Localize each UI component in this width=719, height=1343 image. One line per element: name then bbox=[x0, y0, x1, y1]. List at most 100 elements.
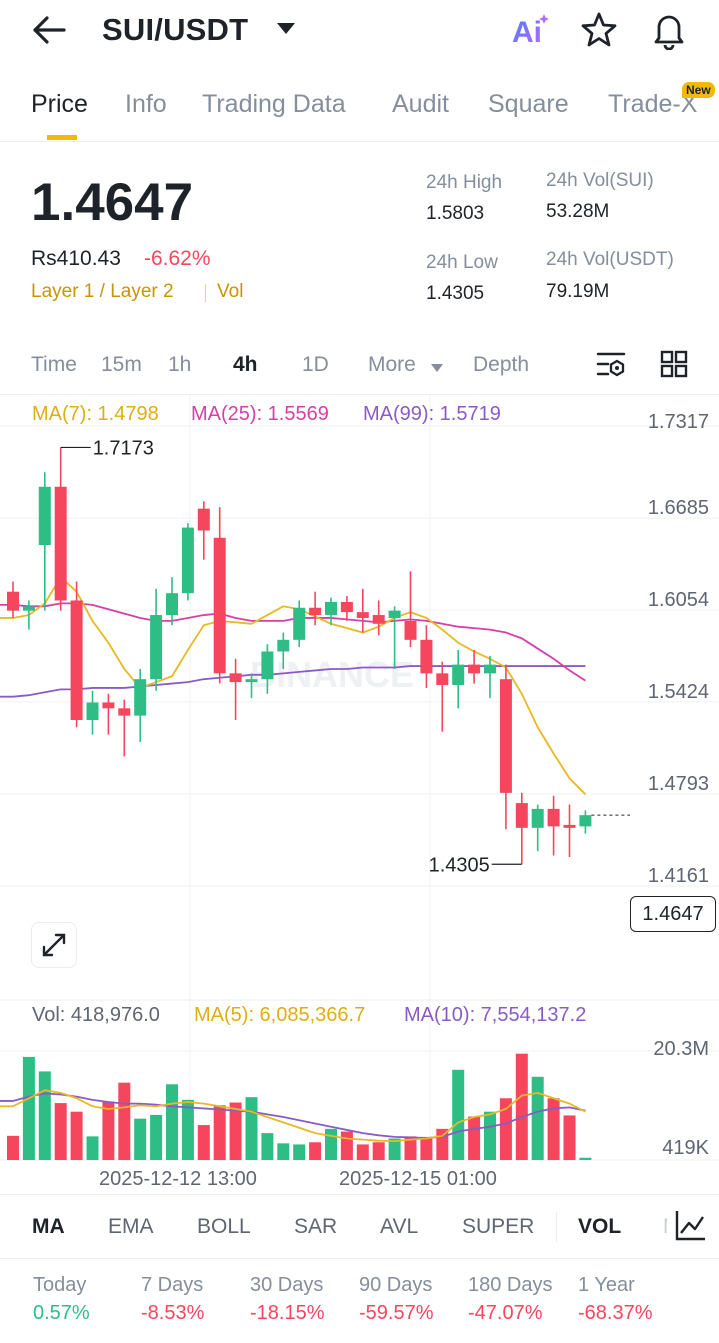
candle-body bbox=[134, 679, 147, 716]
volume-bar bbox=[579, 1157, 592, 1160]
volume-bar bbox=[356, 1144, 369, 1160]
ai-assistant-icon[interactable]: Ai bbox=[510, 8, 554, 52]
candle-body bbox=[150, 615, 163, 680]
favorite-star-icon[interactable] bbox=[580, 12, 618, 53]
timeframe-depth[interactable]: Depth bbox=[473, 353, 530, 376]
candle-body bbox=[22, 606, 35, 611]
perf-30d-label: 30 Days bbox=[250, 1274, 324, 1296]
vol-ma5-legend: MA(5): 6,085,366.7 bbox=[194, 1004, 366, 1026]
candle-body bbox=[325, 601, 337, 616]
perf-90d-label: 90 Days bbox=[359, 1274, 433, 1296]
indicator-super[interactable]: SUPER bbox=[462, 1215, 535, 1238]
high-marker-label: 1.7173 bbox=[93, 437, 154, 459]
pair-title[interactable]: SUI/USDT bbox=[102, 12, 249, 47]
timeframe-more[interactable]: More bbox=[368, 353, 416, 376]
candle-body bbox=[277, 639, 290, 652]
candle-body bbox=[261, 651, 274, 680]
timeframe-15m[interactable]: 15m bbox=[101, 353, 142, 376]
timeframe-divider bbox=[0, 394, 719, 395]
candle-body bbox=[229, 673, 242, 683]
tag-layer[interactable]: Layer 1 / Layer 2 bbox=[31, 281, 174, 302]
vol-legend: Vol: 418,976.0 bbox=[32, 1004, 160, 1026]
chart-grid bbox=[0, 395, 719, 1161]
indicator-avl[interactable]: AVL bbox=[380, 1215, 419, 1238]
candle-body bbox=[547, 808, 560, 827]
indicator-settings-icon[interactable] bbox=[667, 1203, 719, 1249]
more-dropdown-icon[interactable] bbox=[430, 360, 444, 378]
indicator-vol[interactable]: VOL bbox=[578, 1215, 622, 1238]
candle-body bbox=[54, 486, 67, 601]
candle-body bbox=[579, 815, 592, 827]
timeframe-1h[interactable]: 1h bbox=[168, 353, 192, 376]
candle-body bbox=[70, 600, 83, 720]
tab-audit[interactable]: Audit bbox=[392, 90, 449, 118]
bell-icon[interactable] bbox=[650, 10, 688, 55]
volume-bar bbox=[22, 1056, 35, 1160]
vol-ma10-line bbox=[0, 1092, 586, 1139]
volume-bar bbox=[213, 1105, 226, 1160]
tab-active-indicator bbox=[47, 135, 77, 140]
volume-bar bbox=[134, 1118, 147, 1160]
price-markers: 1.7173 1.4305 bbox=[60, 437, 630, 876]
volume-bar bbox=[340, 1131, 353, 1160]
y-tick-label: 1.6685 bbox=[648, 497, 709, 519]
volume-bar bbox=[404, 1136, 417, 1160]
indicator-sar[interactable]: SAR bbox=[294, 1215, 338, 1238]
low-marker-label: 1.4305 bbox=[429, 854, 490, 876]
indicator-ema[interactable]: EMA bbox=[108, 1215, 154, 1238]
y-tick-label: 1.4161 bbox=[648, 865, 709, 887]
volume-bar bbox=[261, 1133, 274, 1160]
candle-body bbox=[468, 664, 481, 674]
vol-tick-label: 20.3M bbox=[653, 1038, 709, 1060]
volume-bar bbox=[309, 1142, 322, 1160]
volume-bar bbox=[181, 1099, 194, 1160]
volume-bar bbox=[229, 1102, 242, 1160]
volume-bar bbox=[515, 1053, 528, 1160]
volume-bar bbox=[468, 1116, 481, 1160]
x-axis-label-2: 2025-12-15 01:00 bbox=[339, 1168, 497, 1190]
perf-180d-value: -47.07% bbox=[468, 1302, 543, 1324]
volume-bar bbox=[452, 1069, 465, 1160]
expand-chart-icon[interactable] bbox=[31, 922, 77, 968]
y-tick-label: 1.7317 bbox=[648, 411, 709, 433]
indicator-boll[interactable]: BOLL bbox=[197, 1215, 251, 1238]
volume-bar bbox=[484, 1111, 496, 1160]
volume-bar bbox=[293, 1144, 306, 1160]
tab-divider bbox=[0, 141, 719, 142]
volume-bar bbox=[499, 1098, 512, 1160]
candle-body bbox=[102, 702, 115, 709]
candle-body bbox=[309, 607, 322, 616]
candle-body bbox=[213, 537, 226, 674]
volume-bar bbox=[166, 1084, 178, 1160]
low-label: 24h Low bbox=[426, 252, 498, 273]
layout-grid-icon[interactable] bbox=[660, 350, 688, 383]
volume-bar bbox=[54, 1103, 67, 1160]
price-change: -6.62% bbox=[144, 247, 211, 270]
tab-trading-data[interactable]: Trading Data bbox=[202, 90, 346, 118]
volume-bar bbox=[245, 1097, 258, 1160]
x-axis-label-1: 2025-12-12 13:00 bbox=[99, 1168, 257, 1190]
tag-vol[interactable]: Vol bbox=[217, 281, 244, 302]
chart-settings-icon[interactable] bbox=[596, 350, 628, 385]
tab-square[interactable]: Square bbox=[488, 90, 569, 118]
pair-dropdown-icon[interactable] bbox=[276, 22, 296, 41]
ma7-legend: MA(7): 1.4798 bbox=[32, 403, 159, 425]
vol-quote-value: 79.19M bbox=[546, 281, 610, 302]
perf-180d-label: 180 Days bbox=[468, 1274, 553, 1296]
tab-info[interactable]: Info bbox=[125, 90, 167, 118]
timeframe-1d[interactable]: 1D bbox=[302, 353, 329, 376]
y-axis: 1.7317 1.6685 1.6054 1.5424 1.4793 1.4161 20.3… bbox=[648, 411, 710, 1159]
indicator-ma[interactable]: MA bbox=[32, 1215, 65, 1238]
timeframe-4h[interactable]: 4h bbox=[233, 353, 258, 376]
volume-bar bbox=[118, 1082, 131, 1160]
candle-body bbox=[531, 808, 544, 828]
timeframe-time[interactable]: Time bbox=[31, 353, 77, 376]
volume-bar bbox=[436, 1128, 449, 1160]
tab-price[interactable]: Price bbox=[31, 90, 88, 118]
volume-bar bbox=[7, 1135, 19, 1160]
indicator-separator bbox=[556, 1212, 557, 1242]
back-arrow-icon[interactable] bbox=[30, 14, 70, 46]
perf-90d-value: -59.57% bbox=[359, 1302, 434, 1324]
volume-bar bbox=[38, 1071, 51, 1160]
